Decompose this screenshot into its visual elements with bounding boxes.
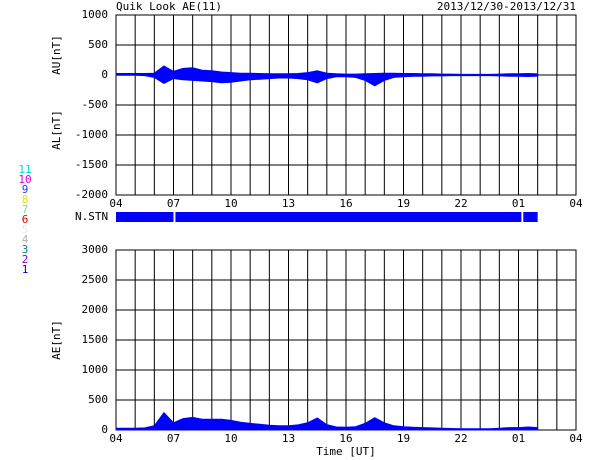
area xyxy=(115,411,539,431)
x-tick-label: 16 xyxy=(339,197,352,210)
area xyxy=(115,65,539,76)
area xyxy=(115,74,539,87)
station-label: 6 xyxy=(22,213,29,226)
y-tick-label: -500 xyxy=(82,98,109,111)
x-tick-label: 04 xyxy=(109,432,123,445)
station-label: 11 xyxy=(18,163,31,176)
x-tick-label: 13 xyxy=(282,197,295,210)
station-label: 5 xyxy=(22,223,29,236)
y-tick-label: 500 xyxy=(88,393,108,406)
y-tick-label: 500 xyxy=(88,38,108,51)
x-tick-label: 19 xyxy=(397,197,410,210)
coverage-segment xyxy=(523,212,538,222)
y-axis-label: AL[nT] xyxy=(50,110,63,150)
x-tick-label: 13 xyxy=(282,432,295,445)
station-label: 1 xyxy=(22,263,29,276)
y-axis-label: AE[nT] xyxy=(50,320,63,360)
x-tick-label: 19 xyxy=(397,432,410,445)
y-tick-label: 3000 xyxy=(82,243,109,256)
x-tick-label: 01 xyxy=(512,432,525,445)
station-label: 4 xyxy=(22,233,29,246)
x-tick-label: 16 xyxy=(339,432,352,445)
station-label: 10 xyxy=(18,173,31,186)
station-label: 8 xyxy=(22,193,29,206)
x-tick-label: 10 xyxy=(224,432,237,445)
y-tick-label: 0 xyxy=(101,68,108,81)
y-tick-label: 1000 xyxy=(82,363,109,376)
x-tick-label: 10 xyxy=(224,197,237,210)
coverage-label: N.STN xyxy=(75,210,108,223)
y-tick-label: 2500 xyxy=(82,273,109,286)
station-label: 7 xyxy=(22,203,29,216)
x-tick-label: 07 xyxy=(167,197,180,210)
x-tick-label: 07 xyxy=(167,432,180,445)
y-tick-label: 1500 xyxy=(82,333,109,346)
x-tick-label: 01 xyxy=(512,197,525,210)
chart-title: Quik Look AE(11) xyxy=(116,0,222,13)
date-range: 2013/12/30-2013/12/31 xyxy=(437,0,576,13)
x-tick-label: 04 xyxy=(109,197,123,210)
x-tick-label: 22 xyxy=(454,197,467,210)
y-tick-label: 1000 xyxy=(82,8,109,21)
coverage-segment xyxy=(116,212,174,222)
coverage-segment xyxy=(175,212,522,222)
x-tick-label: 04 xyxy=(569,197,583,210)
station-label: 2 xyxy=(22,253,29,266)
y-tick-label: 2000 xyxy=(82,303,109,316)
y-tick-label: 0 xyxy=(101,423,108,436)
station-label: 3 xyxy=(22,243,29,256)
station-label: 9 xyxy=(22,183,29,196)
y-axis-label: AU[nT] xyxy=(50,35,63,75)
x-axis-label: Time [UT] xyxy=(316,445,376,458)
x-tick-label: 04 xyxy=(569,432,583,445)
y-tick-label: -2000 xyxy=(75,188,108,201)
x-tick-label: 22 xyxy=(454,432,467,445)
y-tick-label: -1500 xyxy=(75,158,108,171)
y-tick-label: -1000 xyxy=(75,128,108,141)
